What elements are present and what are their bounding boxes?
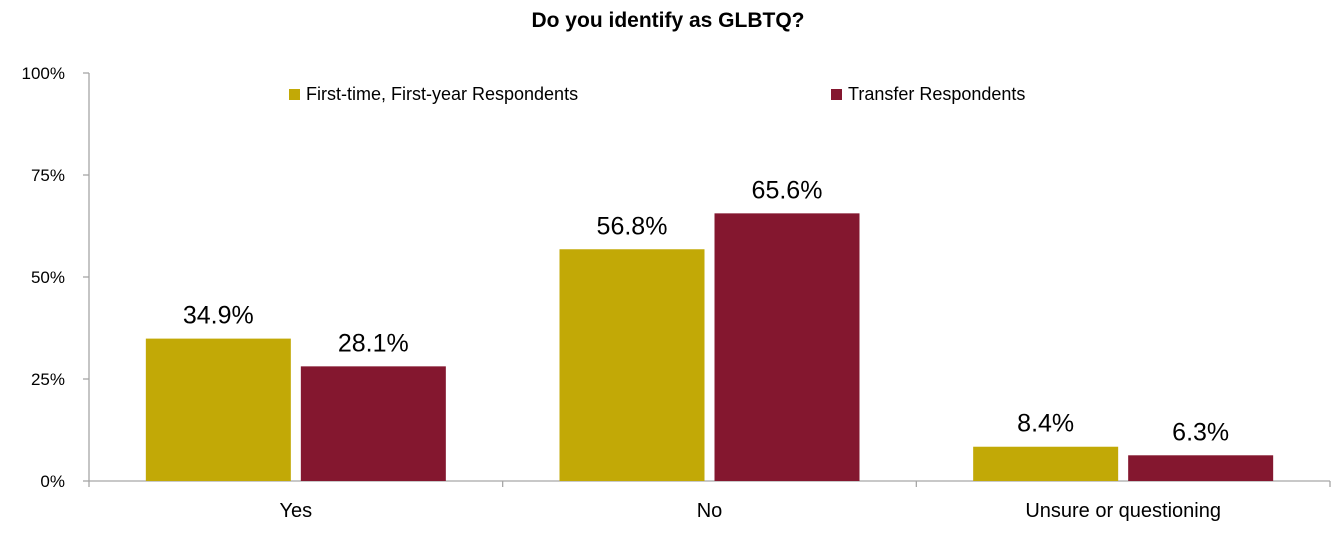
bar <box>973 446 1119 481</box>
axes: 0% 25% 50% 75% 100% Yes No Unsure or questionin… <box>22 64 1331 522</box>
data-label: 34.9% <box>183 302 254 330</box>
y-tick-label: 75% <box>31 166 65 185</box>
data-label: 6.3% <box>1172 418 1229 446</box>
y-tick-label: 100% <box>22 64 65 83</box>
bar <box>559 249 705 481</box>
bar <box>714 213 860 482</box>
legend-swatch <box>831 89 842 100</box>
legend: First-time, First-year Respondents Transf… <box>289 84 1025 104</box>
bar <box>145 338 291 481</box>
data-label: 65.6% <box>752 176 823 204</box>
y-tick-label: 50% <box>31 268 65 287</box>
x-tick-label: Unsure or questioning <box>1025 500 1221 522</box>
x-tick-label: No <box>697 500 723 522</box>
bars <box>145 213 1274 482</box>
chart-title: Do you identify as GLBTQ? <box>531 9 804 32</box>
data-label: 56.8% <box>597 212 668 240</box>
bar <box>1128 455 1274 481</box>
legend-label: First-time, First-year Respondents <box>306 84 578 104</box>
data-label: 28.1% <box>338 329 409 357</box>
legend-swatch <box>289 89 300 100</box>
bar <box>300 366 446 481</box>
x-tick-label: Yes <box>280 500 313 522</box>
y-tick-label: 0% <box>40 472 65 491</box>
data-label: 8.4% <box>1017 410 1074 438</box>
y-tick-label: 25% <box>31 370 65 389</box>
legend-label: Transfer Respondents <box>848 84 1025 104</box>
data-labels: 34.9% 28.1% 56.8% 65.6% 8.4% 6.3% <box>183 176 1229 446</box>
